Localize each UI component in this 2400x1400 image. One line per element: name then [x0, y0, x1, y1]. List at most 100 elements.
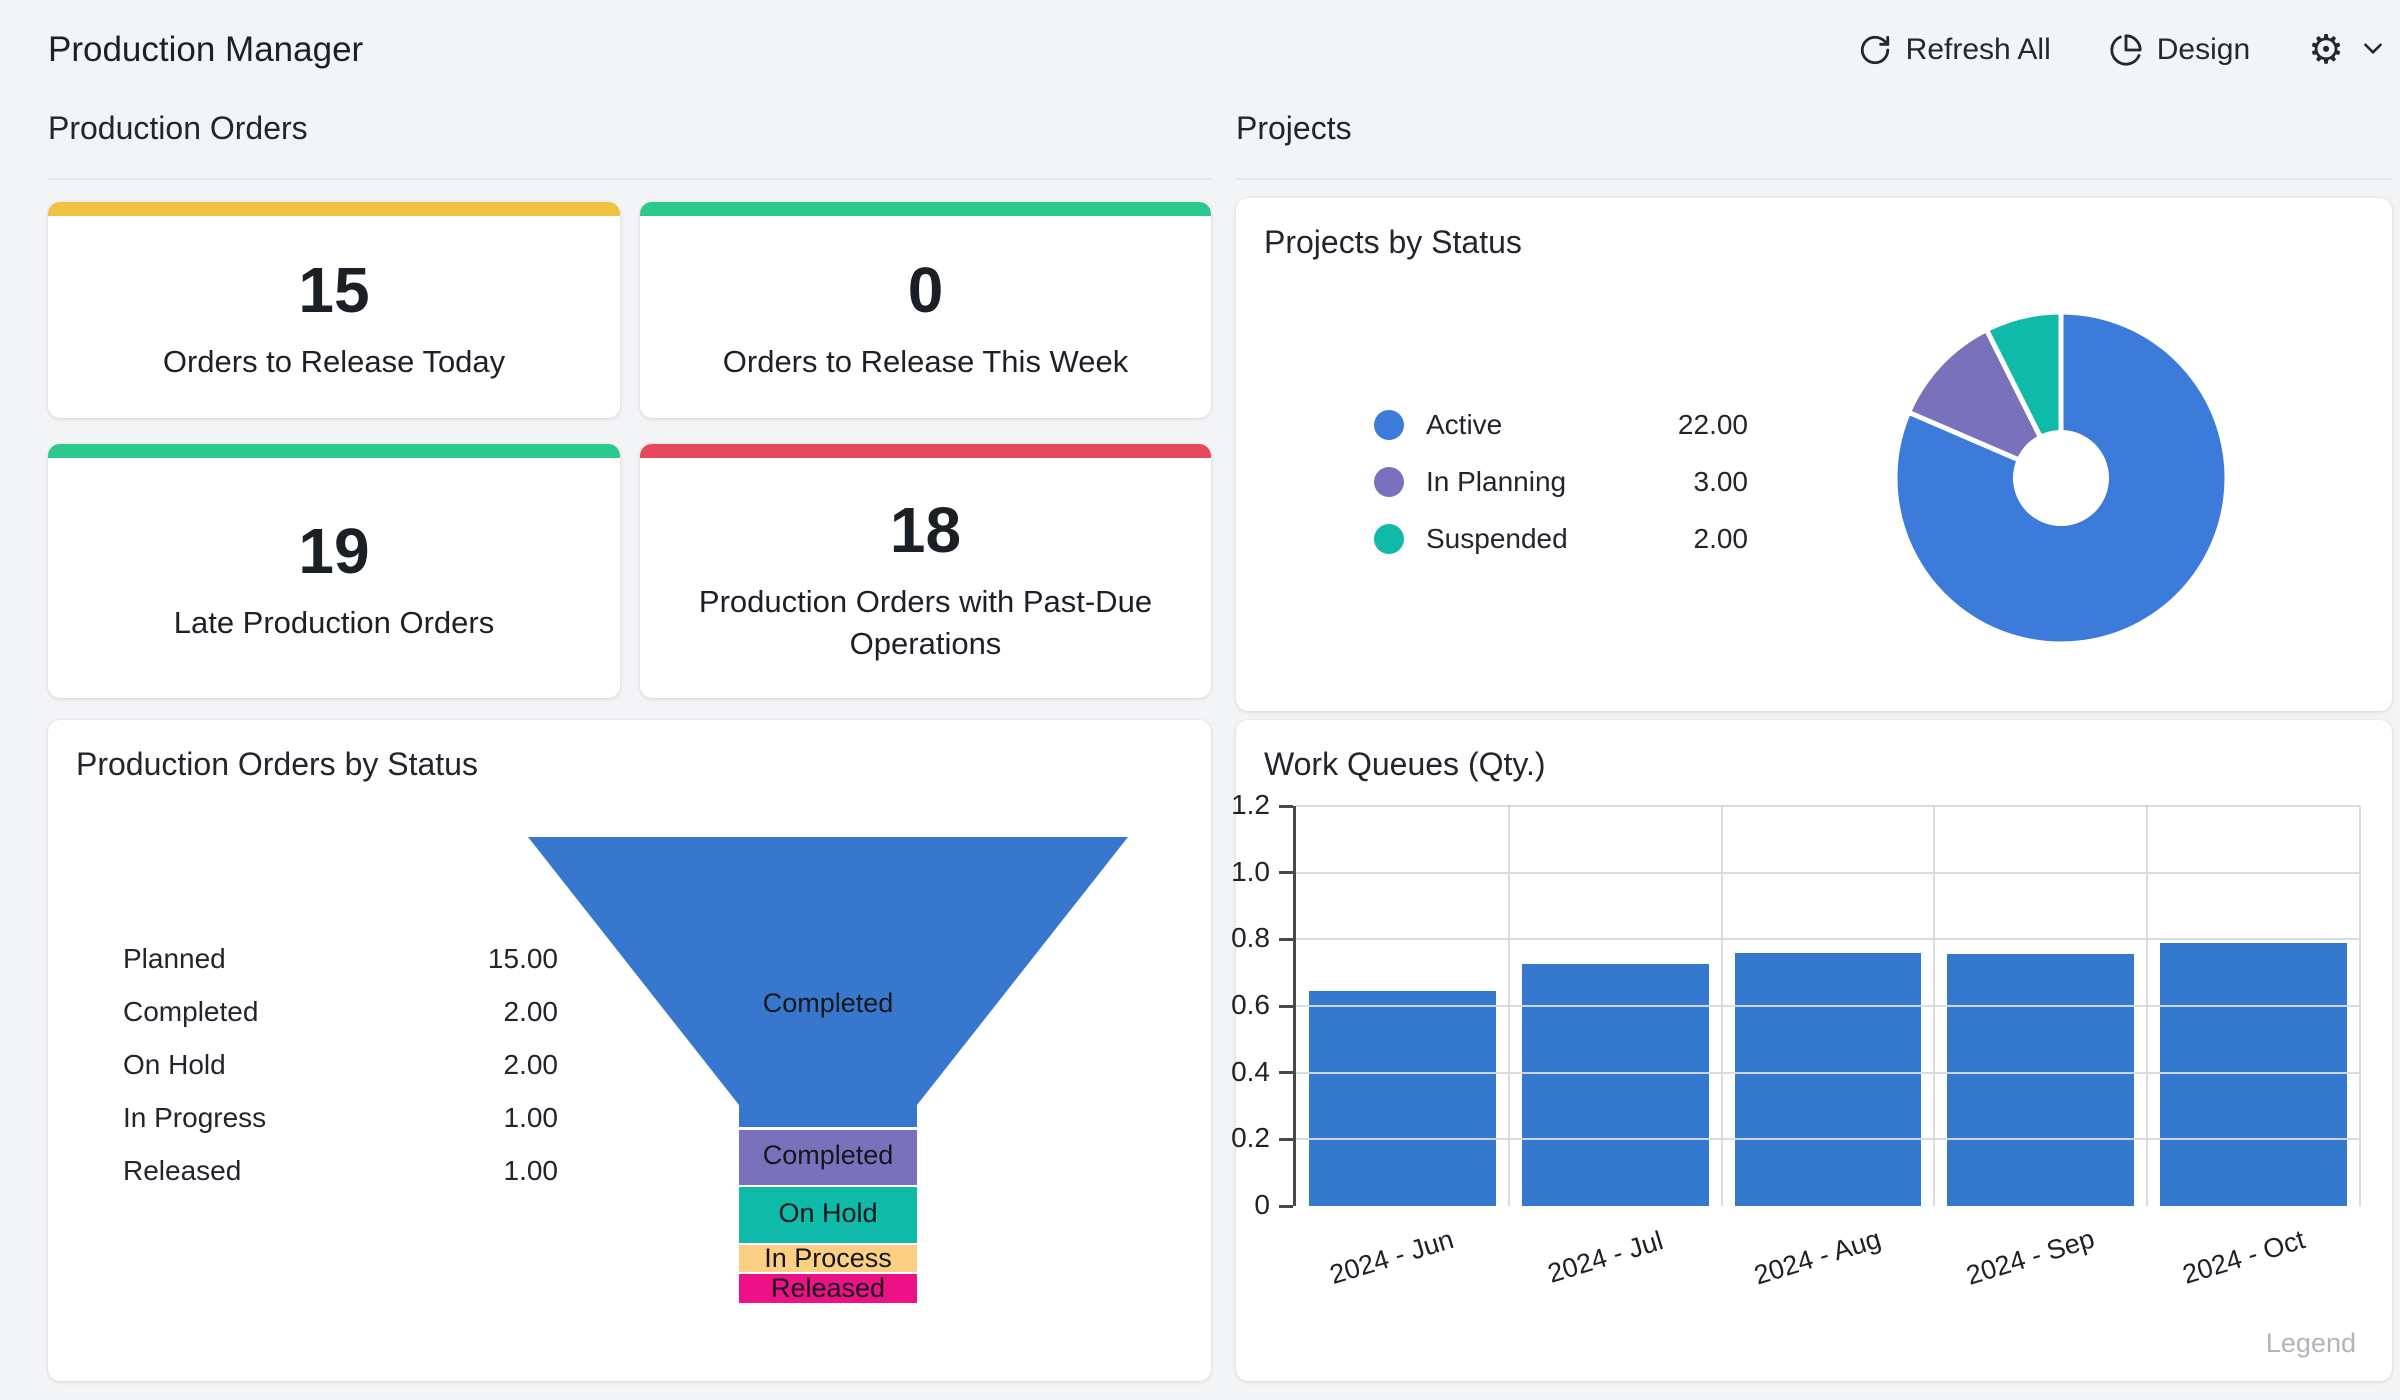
y-axis-line	[1293, 806, 1296, 1206]
x-axis-labels: 2024 - Jun 2024 - Jul 2024 - Aug 2024 - Sep…	[1296, 1206, 2360, 1306]
settings-menu-button[interactable]: ⚙	[2308, 30, 2386, 70]
x-tick-label: 2024 - Aug	[1750, 1223, 1885, 1291]
funnel-legend: Planned 15.00 Completed 2.00 On Hold 2.0…	[123, 932, 558, 1197]
legend-swatch-active	[1374, 409, 1404, 440]
y-tick-mark	[1279, 937, 1293, 941]
legend-label: Suspended	[1426, 522, 1568, 554]
legend-label: Completed	[123, 995, 259, 1027]
funnel-segment-in-progress[interactable]	[739, 1245, 917, 1272]
legend-row[interactable]: Planned 15.00	[123, 932, 558, 985]
legend-row[interactable]: Completed 2.00	[123, 985, 558, 1038]
kpi-value: 18	[889, 494, 962, 567]
legend-label: Planned	[123, 942, 226, 974]
section-title-production-orders: Production Orders	[48, 110, 308, 146]
kpi-value: 0	[907, 254, 944, 327]
legend-value: 15.00	[487, 942, 558, 974]
card-production-orders-by-status: Production Orders by Status Planned 15.0…	[48, 720, 1211, 1381]
h-gridline	[1296, 805, 2360, 807]
funnel-segment-planned[interactable]	[528, 837, 1128, 1127]
kpi-label: Production Orders with Past-Due Operatio…	[698, 584, 1153, 661]
donut-chart	[1892, 309, 2230, 647]
x-tick-label: 2024 - Oct	[2178, 1224, 2309, 1290]
section-title-projects: Projects	[1236, 110, 1352, 146]
x-tick-label: 2024 - Jun	[1326, 1224, 1458, 1291]
kpi-card-orders-release-today[interactable]: 15 Orders to Release Today	[48, 202, 620, 418]
legend-value: 3.00	[1693, 465, 1749, 497]
kpi-label: Orders to Release Today	[162, 344, 506, 380]
funnel-segment-label: On Hold	[778, 1198, 877, 1228]
refresh-icon	[1858, 33, 1892, 67]
legend-footer-label: Legend	[2265, 1328, 2356, 1358]
funnel-segment-completed[interactable]	[739, 1130, 917, 1185]
y-tick-mark	[1279, 1004, 1293, 1008]
legend-row[interactable]: Released 1.00	[123, 1144, 558, 1197]
x-tick-label: 2024 - Jul	[1544, 1225, 1667, 1289]
funnel-segment-label: Released	[771, 1273, 885, 1303]
card-title: Production Orders by Status	[76, 746, 478, 782]
legend-row[interactable]: Active 22.00	[1374, 396, 1748, 453]
pie-chart-icon	[2109, 33, 2143, 67]
kpi-accent-bar	[48, 444, 620, 458]
legend-value: 22.00	[1677, 408, 1748, 440]
funnel-segment-label: Completed	[763, 1140, 894, 1170]
kpi-card-late-production-orders[interactable]: 19 Late Production Orders	[48, 444, 620, 698]
bar-2024-jun[interactable]	[1309, 991, 1496, 1206]
legend-label: In Progress	[123, 1101, 267, 1133]
app-header: Production Manager Refresh All Design ⚙	[48, 20, 2386, 80]
kpi-card-orders-release-week[interactable]: 0 Orders to Release This Week	[640, 202, 1211, 418]
legend-swatch-in-planning	[1374, 466, 1404, 497]
h-gridline	[1296, 1138, 2360, 1141]
bar-2024-aug[interactable]	[1734, 952, 1922, 1206]
y-tick-label: 0.4	[1231, 1055, 1270, 1087]
divider-left	[48, 178, 1211, 180]
bar-2024-sep[interactable]	[1947, 954, 2135, 1206]
chevron-down-icon	[2360, 35, 2386, 66]
legend-row[interactable]: In Planning 3.00	[1374, 453, 1748, 510]
divider-right	[1236, 178, 2392, 180]
legend-value: 2.00	[503, 995, 559, 1027]
donut-hole	[2013, 430, 2109, 526]
kpi-accent-bar	[48, 202, 620, 216]
y-tick-mark	[1279, 871, 1293, 875]
h-gridline	[1296, 1005, 2360, 1007]
legend-label: Released	[123, 1154, 242, 1186]
y-tick-label: 1.0	[1231, 855, 1270, 887]
legend-swatch-suspended	[1374, 523, 1404, 554]
y-tick-label: 0.6	[1231, 989, 1270, 1020]
funnel-segment-label: In Process	[764, 1243, 892, 1273]
h-gridline	[1296, 1071, 2360, 1074]
bar-chart-plot-area: 0 0.2 0.4 0.6 0.8 1.0 1.2	[1231, 789, 2361, 1220]
legend-value: 1.00	[503, 1101, 559, 1133]
funnel-segment-label: Completed	[763, 988, 894, 1018]
kpi-label: Late Production Orders	[173, 605, 495, 641]
legend-row[interactable]: In Progress 1.00	[123, 1091, 558, 1144]
legend-label: Active	[1426, 408, 1503, 440]
y-tick-label: 1.2	[1231, 789, 1270, 820]
h-gridline	[1296, 938, 2360, 941]
funnel-segment-released[interactable]	[739, 1274, 917, 1303]
y-tick-label: 0.2	[1231, 1122, 1270, 1154]
legend-row[interactable]: On Hold 2.00	[123, 1038, 558, 1091]
card-title: Work Queues (Qty.)	[1264, 746, 1546, 782]
design-button[interactable]: Design	[2109, 33, 2250, 67]
funnel-segment-on-hold[interactable]	[739, 1187, 917, 1243]
card-title: Projects by Status	[1264, 224, 1522, 260]
y-tick-label: 0	[1254, 1189, 1270, 1220]
donut-slice-in-planning[interactable]	[1906, 327, 2064, 481]
donut-legend: Active 22.00 In Planning 3.00 Suspended …	[1374, 396, 1748, 567]
design-label: Design	[2156, 33, 2251, 66]
legend-row[interactable]: Suspended 2.00	[1374, 510, 1748, 567]
card-projects-by-status: Projects by Status Active 22.00 In Plann…	[1236, 198, 2392, 711]
kpi-accent-bar	[640, 202, 1211, 216]
y-tick-mark	[1279, 804, 1293, 808]
header-actions: Refresh All Design ⚙	[1858, 30, 2386, 70]
v-gridline	[2359, 806, 2361, 1206]
refresh-all-button[interactable]: Refresh All	[1858, 33, 2051, 67]
bar-2024-jul[interactable]	[1521, 964, 1709, 1206]
kpi-value: 19	[298, 515, 370, 588]
h-gridline	[1296, 871, 2360, 874]
kpi-card-past-due-operations[interactable]: 18 Production Orders with Past-Due Opera…	[640, 444, 1211, 698]
bar-2024-oct[interactable]	[2160, 942, 2347, 1206]
card-work-queues: Work Queues (Qty.) 0 0.2 0.4 0.6 0.8 1.0 1.2 2…	[1231, 720, 2392, 1381]
legend-value: 2.00	[1693, 522, 1749, 554]
